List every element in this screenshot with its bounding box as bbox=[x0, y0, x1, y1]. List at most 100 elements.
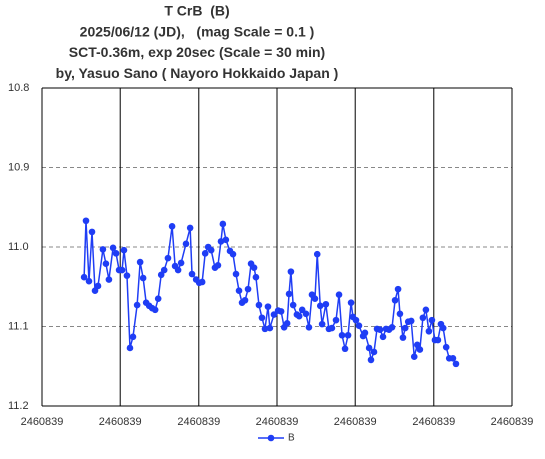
data-point bbox=[258, 314, 266, 322]
chart-title: SCT-0.36m, exp 20sec (Scale = 30 min) bbox=[69, 44, 325, 60]
data-point bbox=[91, 287, 99, 295]
data-point bbox=[154, 295, 162, 302]
data-point bbox=[232, 270, 240, 278]
data-point bbox=[439, 324, 447, 332]
data-point bbox=[120, 246, 128, 254]
data-point bbox=[399, 334, 407, 341]
data-point bbox=[151, 306, 159, 314]
data-point bbox=[410, 353, 418, 361]
data-point bbox=[338, 331, 346, 339]
data-point bbox=[168, 223, 176, 230]
data-point bbox=[88, 228, 96, 236]
data-point bbox=[322, 300, 330, 308]
data-point bbox=[295, 312, 303, 320]
data-point bbox=[102, 260, 110, 267]
y-tick-label: 10.8 bbox=[8, 82, 29, 94]
data-point bbox=[442, 343, 450, 351]
data-point bbox=[201, 250, 209, 257]
data-point bbox=[452, 360, 460, 368]
x-tick-label: 2460839 bbox=[21, 416, 64, 428]
data-point bbox=[94, 282, 102, 290]
data-point bbox=[207, 246, 215, 254]
data-point bbox=[188, 270, 196, 278]
data-point bbox=[361, 329, 369, 337]
data-point bbox=[244, 285, 252, 293]
data-point bbox=[250, 264, 258, 271]
data-point bbox=[177, 259, 185, 267]
data-point bbox=[376, 326, 384, 333]
data-point bbox=[123, 272, 131, 279]
data-point bbox=[160, 266, 168, 274]
data-point bbox=[264, 303, 272, 310]
data-point bbox=[126, 344, 134, 352]
data-point bbox=[305, 323, 313, 331]
data-point bbox=[416, 346, 424, 353]
data-point bbox=[388, 323, 396, 331]
data-point bbox=[85, 277, 93, 285]
data-point bbox=[285, 290, 293, 298]
data-point bbox=[182, 240, 190, 248]
legend-label: B bbox=[288, 433, 295, 444]
data-point bbox=[255, 301, 263, 309]
data-point bbox=[82, 217, 90, 225]
data-point bbox=[261, 325, 269, 333]
data-point bbox=[370, 348, 378, 356]
data-point bbox=[328, 324, 336, 332]
data-point bbox=[396, 310, 404, 318]
data-point bbox=[344, 331, 352, 339]
data-point bbox=[428, 316, 436, 324]
data-point bbox=[347, 299, 355, 306]
y-tick-label: 11.2 bbox=[8, 400, 29, 412]
data-point bbox=[241, 296, 249, 304]
data-point bbox=[367, 356, 375, 364]
data-point bbox=[222, 236, 230, 244]
data-point bbox=[419, 314, 427, 322]
x-tick-label: 2460839 bbox=[412, 416, 455, 428]
data-point bbox=[198, 278, 206, 286]
x-tick-label: 2460839 bbox=[491, 416, 534, 428]
data-point bbox=[270, 311, 278, 318]
data-point bbox=[355, 322, 363, 330]
chart-title: by, Yasuo Sano ( Nayoro Hokkaido Japan ) bbox=[56, 65, 339, 81]
chart-title: T CrB (B) bbox=[164, 3, 229, 19]
data-point bbox=[186, 224, 194, 232]
data-point bbox=[434, 336, 442, 344]
data-point bbox=[422, 306, 430, 314]
data-point bbox=[99, 246, 107, 253]
data-point bbox=[266, 324, 274, 332]
data-point bbox=[139, 274, 147, 282]
x-tick-label: 2460839 bbox=[334, 416, 377, 428]
data-point bbox=[229, 250, 237, 258]
x-tick-label: 2460839 bbox=[99, 416, 142, 428]
legend-marker bbox=[267, 434, 275, 442]
data-point bbox=[332, 316, 340, 324]
data-point bbox=[313, 250, 321, 258]
data-point bbox=[80, 273, 88, 281]
data-point bbox=[318, 320, 326, 328]
data-point bbox=[287, 268, 295, 275]
data-point bbox=[105, 276, 113, 283]
data-point bbox=[252, 273, 260, 281]
data-point bbox=[391, 296, 399, 304]
chart-title: 2025/06/12 (JD), (mag Scale = 0.1 ) bbox=[80, 23, 315, 39]
data-point bbox=[316, 302, 324, 310]
x-tick-label: 2460839 bbox=[256, 416, 299, 428]
data-point bbox=[109, 244, 117, 252]
y-tick-label: 11.0 bbox=[8, 241, 29, 253]
data-point bbox=[352, 316, 360, 324]
data-point bbox=[235, 287, 243, 295]
data-point bbox=[289, 301, 297, 309]
data-point bbox=[164, 254, 172, 262]
data-point bbox=[401, 324, 409, 332]
data-point bbox=[136, 258, 144, 266]
data-point bbox=[112, 250, 120, 257]
data-point bbox=[129, 333, 137, 341]
data-point bbox=[425, 327, 433, 335]
data-point bbox=[133, 301, 141, 309]
data-point bbox=[379, 333, 387, 341]
data-point bbox=[302, 310, 310, 318]
x-tick-label: 2460839 bbox=[177, 416, 220, 428]
data-point bbox=[174, 266, 182, 274]
